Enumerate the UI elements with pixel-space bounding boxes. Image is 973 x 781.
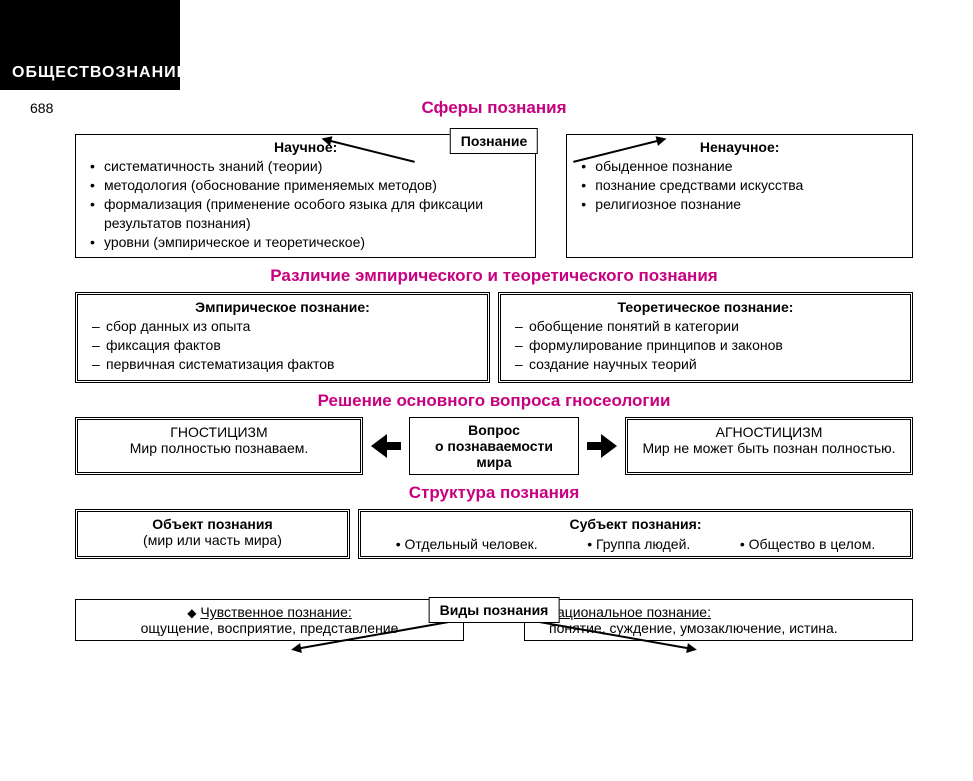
section2-row: Эмпирическое познание: сбор данных из оп… <box>75 292 913 383</box>
empirical-list: сбор данных из опыта фиксация фактов пер… <box>88 317 477 374</box>
section1-diagram: Познание Научное: систематичность знаний… <box>75 134 913 258</box>
question-line2: о познаваемости <box>420 438 568 454</box>
arrow-right-icon <box>585 417 619 475</box>
cognition-node: Познание <box>450 128 538 154</box>
page-number: 688 <box>30 100 53 116</box>
theoretical-list: обобщение понятий в категории формулиров… <box>511 317 900 374</box>
theoretical-box: Теоретическое познание: обобщение поняти… <box>498 292 913 383</box>
section4-row: Объект познания (мир или часть мира) Суб… <box>75 509 913 559</box>
cognition-label: Познание <box>461 133 527 149</box>
question-line3: мира <box>420 454 568 470</box>
list-item: познание средствами искусства <box>595 176 902 195</box>
list-item: обобщение понятий в категории <box>529 317 900 336</box>
list-item: обыденное познание <box>595 157 902 176</box>
subject-header: ОБЩЕСТВОЗНАНИЕ <box>0 0 180 90</box>
agnosticism-heading: АГНОСТИЦИЗМ <box>638 424 900 440</box>
object-sub: (мир или часть мира) <box>88 532 337 548</box>
kinds-label: Виды познания <box>440 602 549 618</box>
subject-item: • Группа людей. <box>587 536 690 552</box>
subject-item: • Общество в целом. <box>740 536 875 552</box>
question-line1: Вопрос <box>420 422 568 438</box>
list-item: сбор данных из опыта <box>106 317 477 336</box>
theoretical-heading: Теоретическое познание: <box>511 299 900 315</box>
agnosticism-box: АГНОСТИЦИЗМ Мир не может быть познан пол… <box>625 417 913 475</box>
subject-items: • Отдельный человек. • Группа людей. • О… <box>371 536 900 552</box>
list-item: создание научных теорий <box>529 355 900 374</box>
list-item: систематичность знаний (теории) <box>104 157 525 176</box>
subject-box: Субъект познания: • Отдельный человек. •… <box>358 509 913 559</box>
object-heading: Объект познания <box>88 516 337 532</box>
list-item: первичная систематизация фактов <box>106 355 477 374</box>
empirical-heading: Эмпирическое познание: <box>88 299 477 315</box>
subject-heading: Субъект познания: <box>371 516 900 532</box>
gnosticism-heading: ГНОСТИЦИЗМ <box>88 424 350 440</box>
list-item: фиксация фактов <box>106 336 477 355</box>
scientific-list: систематичность знаний (теории) методоло… <box>86 157 525 251</box>
arrow-left-icon <box>369 417 403 475</box>
question-node: Вопрос о познаваемости мира <box>409 417 579 475</box>
section3-row: ГНОСТИЦИЗМ Мир полностью познаваем. Вопр… <box>75 417 913 475</box>
list-item: уровни (эмпирическое и теоретическое) <box>104 233 525 252</box>
section2-title: Различие эмпирического и теоретического … <box>75 266 913 286</box>
nonscientific-list: обыденное познание познание средствами и… <box>577 157 902 214</box>
subject-item: • Отдельный человек. <box>396 536 538 552</box>
section4-title: Структура познания <box>75 483 913 503</box>
list-item: формулирование принципов и законов <box>529 336 900 355</box>
nonscientific-box: Ненаучное: обыденное познание познание с… <box>566 134 913 258</box>
agnosticism-text: Мир не может быть познан полностью. <box>638 440 900 456</box>
list-item: формализация (применение особого языка д… <box>104 195 525 233</box>
list-item: религиозное познание <box>595 195 902 214</box>
section1-title: Сферы познания <box>75 98 913 118</box>
page-content: Сферы познания Познание Научное: система… <box>0 98 973 671</box>
section3-title: Решение основного вопроса гносеологии <box>75 391 913 411</box>
section5-diagram: Виды познания ◆ Чувственное познание: ощ… <box>75 599 913 641</box>
gnosticism-text: Мир полностью познаваем. <box>88 440 350 456</box>
object-box: Объект познания (мир или часть мира) <box>75 509 350 559</box>
subject-label: ОБЩЕСТВОЗНАНИЕ <box>12 64 188 82</box>
gnosticism-box: ГНОСТИЦИЗМ Мир полностью познаваем. <box>75 417 363 475</box>
list-item: методология (обоснование применяемых мет… <box>104 176 525 195</box>
kinds-node: Виды познания <box>429 597 560 623</box>
empirical-box: Эмпирическое познание: сбор данных из оп… <box>75 292 490 383</box>
